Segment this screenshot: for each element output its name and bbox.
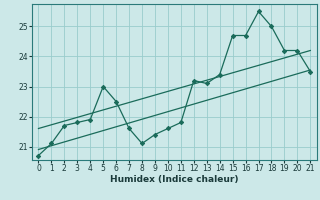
X-axis label: Humidex (Indice chaleur): Humidex (Indice chaleur) [110, 175, 239, 184]
